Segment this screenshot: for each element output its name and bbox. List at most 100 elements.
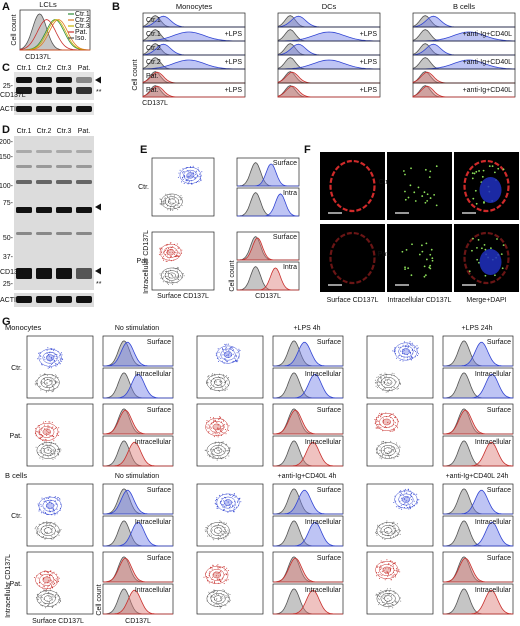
histogram-curve <box>19 19 90 51</box>
scatter-dot <box>176 201 178 203</box>
scatter-dot <box>225 349 227 351</box>
scatter-dot <box>161 250 163 252</box>
scatter-dot <box>48 431 50 433</box>
scatter-dot <box>227 511 229 513</box>
scatter-dot <box>238 498 240 499</box>
scatter-dot <box>191 175 193 177</box>
scatter-dot <box>35 383 37 385</box>
condition-label: No stimulation <box>115 325 159 332</box>
histogram-curve <box>443 489 513 515</box>
scatter-dot <box>189 171 191 173</box>
scatter-dot <box>172 209 174 211</box>
contour <box>186 172 195 179</box>
scatter-dot <box>208 430 210 432</box>
scatter-dot <box>378 599 380 601</box>
scatter-dot <box>43 603 45 605</box>
scatter-dot <box>417 499 419 501</box>
scatter-dot <box>219 416 221 418</box>
scatter-dot <box>376 424 378 426</box>
scatter-dot <box>395 425 397 426</box>
scatter-dot <box>413 347 415 349</box>
stain-label: Surface <box>487 339 511 346</box>
scatter-dot <box>169 252 171 253</box>
scatter-dot <box>170 202 172 204</box>
scatter-dot <box>213 417 214 419</box>
scatter-dot <box>217 594 219 596</box>
scatter-dot <box>199 173 200 175</box>
scatter-dot <box>186 178 188 180</box>
blot-band <box>36 232 52 235</box>
scatter-dot <box>51 348 53 349</box>
scatter-dot <box>225 386 227 388</box>
blot-band <box>56 296 72 303</box>
scatter-dot <box>381 458 383 460</box>
granule <box>420 244 423 247</box>
scatter-dot <box>232 495 234 497</box>
scatter-dot <box>165 271 167 272</box>
scatter-dot <box>170 273 172 275</box>
scatter-dot <box>409 357 411 359</box>
scatter-dot <box>223 505 225 507</box>
scatter-dot <box>390 450 392 452</box>
blot-band <box>56 232 72 235</box>
scatter-dot <box>222 493 224 495</box>
granule <box>418 253 421 256</box>
axis-label: CD137L <box>25 54 51 61</box>
scatter-dot <box>55 381 57 383</box>
scatter-dot <box>166 196 168 198</box>
scatter-dot <box>213 427 215 429</box>
scatter-dot <box>213 373 215 375</box>
scatter-dot <box>61 354 63 356</box>
scatter-dot <box>223 524 225 525</box>
scatter-dot <box>225 595 227 597</box>
scatter-dot <box>386 520 388 522</box>
scatter-dot <box>224 424 226 426</box>
scatter-dot <box>375 593 377 595</box>
scatter-dot <box>222 374 224 376</box>
scatter-dot <box>49 509 51 511</box>
scatter-dot <box>201 171 203 173</box>
granule <box>480 247 483 250</box>
scatter-dot <box>395 567 397 569</box>
scatter-dot <box>400 350 401 352</box>
scatter-dot <box>393 535 394 537</box>
scatter-dot <box>48 367 50 368</box>
scatter-dot <box>391 372 393 374</box>
scatter-dot <box>188 176 190 177</box>
scatter-dot <box>42 382 44 383</box>
scatter-dot <box>219 451 220 453</box>
scatter-dot <box>163 200 165 202</box>
scatter-dot <box>389 588 391 590</box>
scatter-dot <box>56 508 58 510</box>
scatter-dot <box>168 280 170 282</box>
scatter-dot <box>53 386 54 388</box>
scatter-dot <box>59 451 61 453</box>
granule <box>425 242 428 245</box>
contour <box>213 447 223 454</box>
scatter-dot <box>207 424 209 426</box>
scatter-dot <box>385 591 387 592</box>
scatter-dot <box>57 497 59 498</box>
scatter-dot <box>49 446 51 448</box>
granule <box>483 201 485 204</box>
contour <box>164 196 179 207</box>
scatter-dot <box>192 165 194 167</box>
scatter-dot <box>225 497 227 499</box>
scatter-dot <box>168 197 170 199</box>
scatter-dot <box>227 450 229 452</box>
scatter-dot <box>408 489 409 491</box>
scatter-dot <box>49 501 51 503</box>
scatter-dot <box>46 571 48 573</box>
scatter-dot <box>191 173 193 175</box>
scatter-dot <box>174 251 176 253</box>
scatter-dot <box>210 525 212 527</box>
scatter-dot <box>53 523 55 525</box>
treatment-label: +LPS <box>360 31 378 38</box>
scatter-dot <box>51 391 53 393</box>
scatter-dot <box>159 273 161 275</box>
scatter-dot <box>207 454 209 456</box>
scatter-dot <box>380 450 382 452</box>
granule <box>502 244 505 247</box>
scatter-dot <box>407 358 409 360</box>
scatter-dot <box>228 504 230 506</box>
